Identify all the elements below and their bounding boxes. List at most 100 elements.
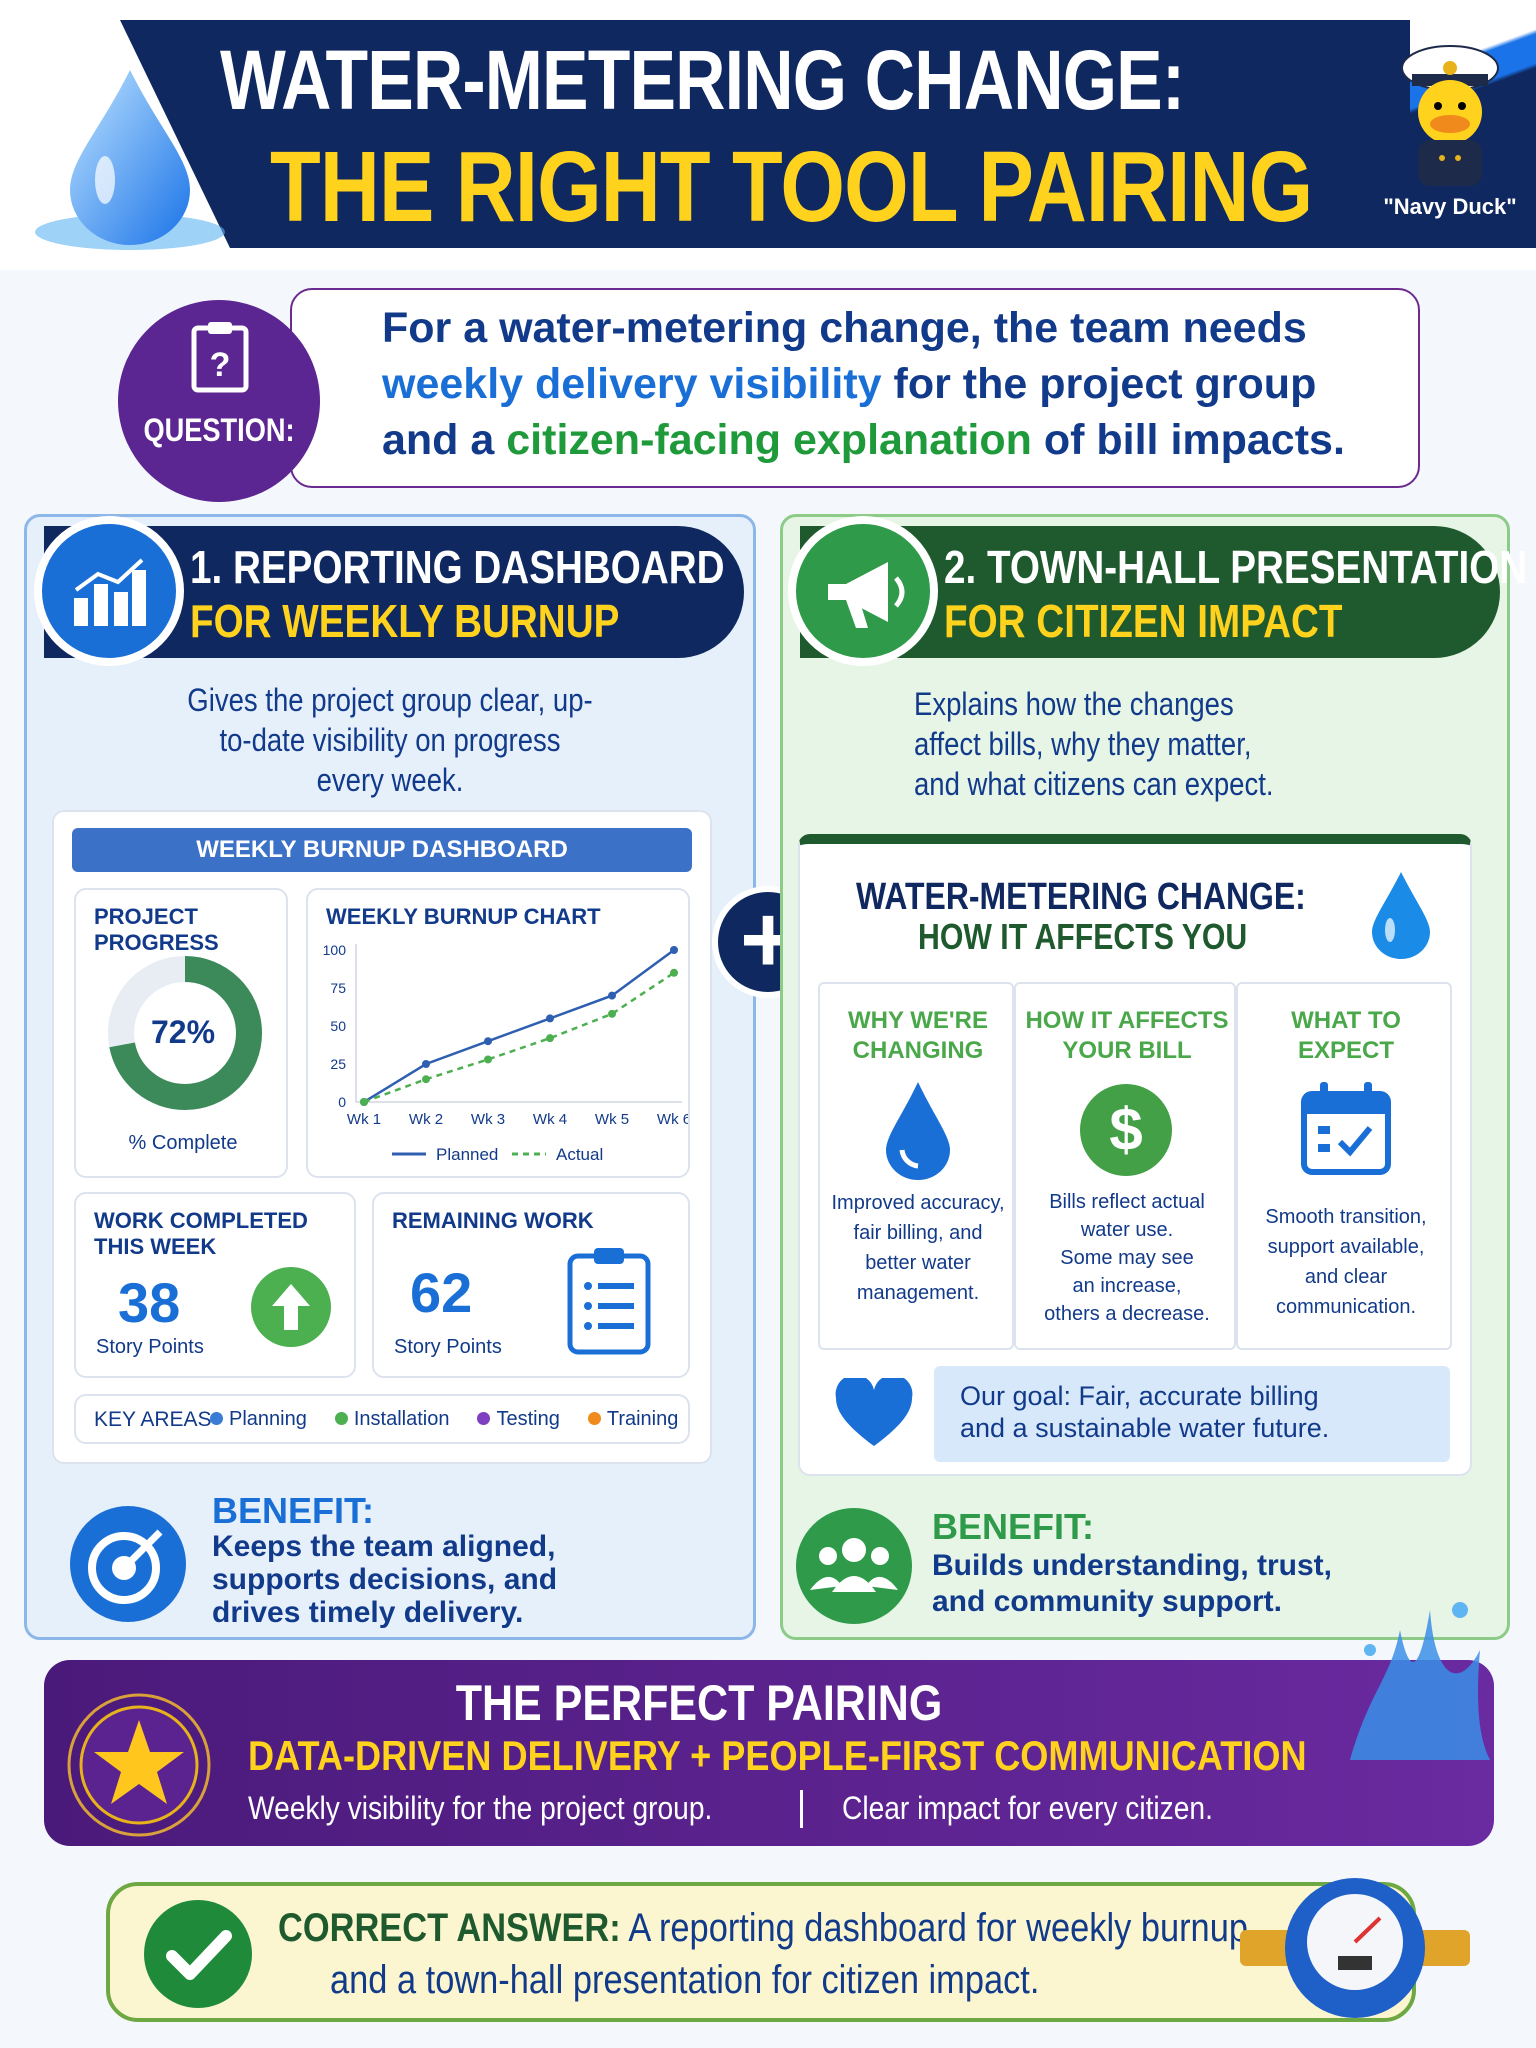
goal-box: Our goal: Fair, accurate billing and a su… — [934, 1366, 1450, 1462]
series-line-actual — [363, 971, 675, 1104]
progress-label: PROJECT PROGRESS — [94, 904, 219, 955]
banner-subtitle: DATA-DRIVEN DELIVERY + PEOPLE-FIRST COMM… — [248, 1732, 1307, 1779]
work-completed-value: 38 — [118, 1271, 181, 1334]
y-tick-label: 0 — [338, 1094, 346, 1110]
key-area-item: Testing — [477, 1408, 560, 1431]
project-progress-card: PROJECT PROGRESS 72% % Complete — [74, 888, 288, 1178]
burnup-chart-title: WEEKLY BURNUP CHART — [326, 904, 601, 929]
data-point-planned — [608, 991, 616, 1000]
question-highlight-citizen: citizen-facing explanation — [506, 416, 1032, 464]
star-icon — [67, 1693, 211, 1837]
clipboard-question-icon: ? — [191, 322, 249, 393]
x-tick-label: Wk 2 — [409, 1111, 443, 1128]
community-icon — [796, 1508, 912, 1624]
bar-chart-icon — [74, 558, 146, 626]
banner-title: THE PERFECT PAIRING — [455, 1675, 943, 1731]
remaining-label: REMAINING WORK — [392, 1208, 594, 1233]
reporting-benefit-text: Keeps the team aligned, supports decision… — [212, 1530, 558, 1629]
town-hall-badge — [788, 516, 938, 666]
data-point-actual — [670, 968, 678, 977]
town-hall-title: 2. TOWN-HALL PRESENTATION — [944, 541, 1528, 593]
y-tick-label: 50 — [330, 1018, 346, 1034]
key-areas-card: KEY AREAS Planning Installation Testing … — [74, 1394, 690, 1444]
title-line-1: WATER-METERING CHANGE: — [220, 33, 1185, 127]
question-text: For a water-metering change, the team ne… — [382, 300, 1382, 468]
title-line-2: THE RIGHT TOOL PAIRING — [270, 131, 1313, 243]
banner-right-text: Clear impact for every citizen. — [842, 1790, 1213, 1826]
y-tick-label: 75 — [330, 980, 346, 996]
key-areas-label: KEY AREAS — [94, 1408, 212, 1431]
answer-line-1: CORRECT ANSWER: A reporting dashboard fo… — [278, 1906, 1248, 1950]
legend-label: Planned — [436, 1145, 498, 1164]
why-changing-text: Improved accuracy, fair billing, and bette… — [831, 1192, 1005, 1304]
data-point-planned — [546, 1014, 554, 1023]
burnup-chart: 0 25 50 75 100 Wk 1 Wk 2 Wk 3 Wk 4 Wk 5 Wk 6 Planne… — [323, 942, 688, 1164]
checkmark-icon — [144, 1900, 252, 2008]
water-meter-icon — [1240, 1878, 1470, 2018]
header-band — [120, 20, 1410, 248]
question-highlight-visibility: weekly delivery visibility — [382, 360, 882, 408]
heart-icon — [835, 1378, 913, 1446]
water-drop-icon — [886, 1082, 950, 1180]
data-point-planned — [484, 1037, 492, 1046]
clipboard-list-icon — [567, 1248, 651, 1355]
town-hall-description: Explains how the changes affect bills, w… — [914, 686, 1274, 802]
target-icon — [70, 1506, 186, 1622]
x-tick-label: Wk 5 — [595, 1111, 629, 1128]
what-to-expect-column: WHAT TO EXPECT Smooth transition, support … — [1236, 982, 1452, 1350]
svg-text:?: ? — [210, 346, 231, 384]
megaphone-icon — [828, 562, 905, 628]
work-completed-card: WORK COMPLETED THIS WEEK 38 Story Points — [74, 1192, 356, 1378]
reporting-badge — [34, 516, 184, 666]
arrow-up-icon — [251, 1267, 331, 1347]
answer-line-2: and a town-hall presentation for citizen… — [330, 1958, 1040, 2002]
remaining-work-card: REMAINING WORK 62 Story Points — [372, 1192, 690, 1378]
question-line-3: and a citizen-facing explanation of bill… — [382, 416, 1345, 464]
slide-title: WATER-METERING CHANGE: — [856, 876, 1306, 918]
water-drop-icon — [1372, 872, 1430, 959]
work-completed-unit: Story Points — [96, 1336, 204, 1358]
remaining-value: 62 — [410, 1261, 473, 1324]
navy-duck-mascot-icon — [1401, 45, 1499, 186]
what-to-expect-text: Smooth transition, support available, and … — [1265, 1206, 1427, 1318]
series-line-planned — [363, 948, 675, 1104]
reporting-subtitle: FOR WEEKLY BURNUP — [190, 595, 620, 647]
data-point-actual — [360, 1098, 368, 1106]
key-areas-list: Planning Installation Testing Training — [210, 1408, 678, 1431]
perfect-pairing-banner — [44, 1660, 1494, 1846]
data-point-actual — [546, 1034, 554, 1043]
progress-donut — [108, 956, 262, 1110]
answer-label: CORRECT ANSWER: — [278, 1906, 621, 1950]
town-hall-benefit-label: BENEFIT: — [932, 1506, 1094, 1547]
mascot-label: "Navy Duck" — [1383, 194, 1517, 219]
why-changing-column: WHY WE'RE CHANGING Improved accuracy, fair… — [818, 982, 1014, 1350]
slide-subtitle: HOW IT AFFECTS YOU — [918, 916, 1248, 957]
question-line-1: For a water-metering change, the team ne… — [382, 304, 1307, 352]
banner-left-text: Weekly visibility for the project group. — [248, 1790, 713, 1826]
goal-text: Our goal: Fair, accurate billing and a su… — [960, 1381, 1330, 1443]
progress-caption: % Complete — [128, 1132, 238, 1154]
key-area-item: Installation — [334, 1408, 449, 1431]
question-line-2: weekly delivery visibility for the proje… — [382, 360, 1317, 408]
town-hall-subtitle: FOR CITIZEN IMPACT — [944, 595, 1343, 647]
remaining-unit: Story Points — [394, 1336, 502, 1358]
calendar-check-icon — [1301, 1082, 1391, 1175]
data-point-actual — [422, 1075, 430, 1084]
bill-impact-head: HOW IT AFFECTS YOUR BILL — [1025, 1007, 1229, 1064]
x-tick-label: Wk 1 — [347, 1111, 381, 1128]
question-badge: ? QUESTION: — [118, 300, 320, 502]
water-splash-icon — [1350, 1602, 1490, 1760]
what-to-expect-head: WHAT TO EXPECT — [1291, 1007, 1401, 1064]
progress-value: 72% — [150, 1014, 216, 1050]
y-tick-label: 100 — [323, 942, 347, 958]
key-area-item: Training — [587, 1408, 678, 1431]
town-hall-benefit-text: Builds understanding, trust, and communit… — [932, 1549, 1333, 1618]
question-box — [290, 288, 1420, 488]
bill-impact-column: HOW IT AFFECTS YOUR BILL $ Bills reflect … — [1014, 982, 1236, 1350]
key-area-item: Planning — [210, 1408, 307, 1431]
x-tick-label: Wk 6 — [657, 1111, 688, 1128]
work-completed-label-1: WORK COMPLETED — [94, 1208, 308, 1233]
dollar-icon: $ — [1080, 1084, 1172, 1176]
data-point-actual — [608, 1009, 616, 1018]
banner-divider — [800, 1790, 803, 1828]
